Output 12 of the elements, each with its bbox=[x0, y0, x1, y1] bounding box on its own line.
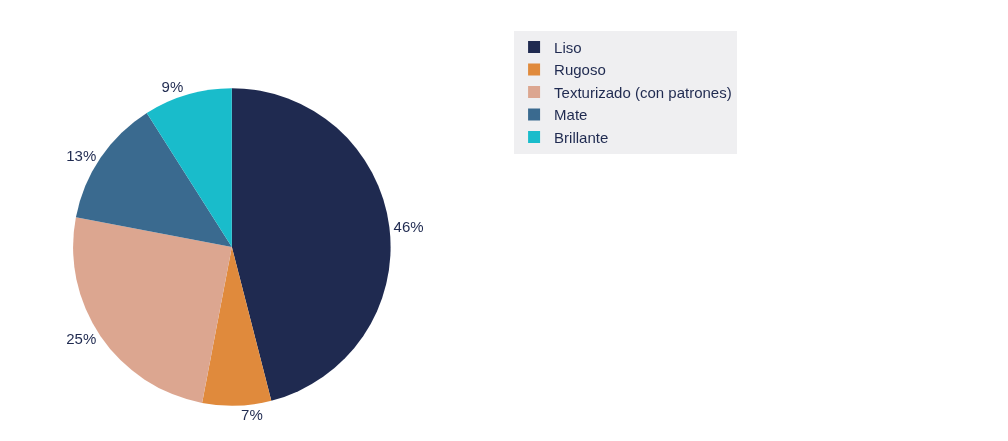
data-label: 13% bbox=[66, 146, 97, 164]
pie-slice bbox=[231, 88, 391, 401]
data-label: 7% bbox=[241, 405, 263, 423]
legend-label: Rugoso bbox=[554, 61, 606, 79]
data-label: 46% bbox=[393, 218, 424, 236]
data-label: 25% bbox=[66, 330, 97, 348]
data-label: 9% bbox=[161, 78, 184, 96]
legend-label: Brillante bbox=[554, 128, 609, 146]
legend-label: Liso bbox=[554, 38, 582, 56]
legend-label: Mate bbox=[554, 106, 588, 124]
pie-slice bbox=[202, 246, 272, 406]
legend-label: Texturizado (con patrones) bbox=[554, 83, 732, 101]
